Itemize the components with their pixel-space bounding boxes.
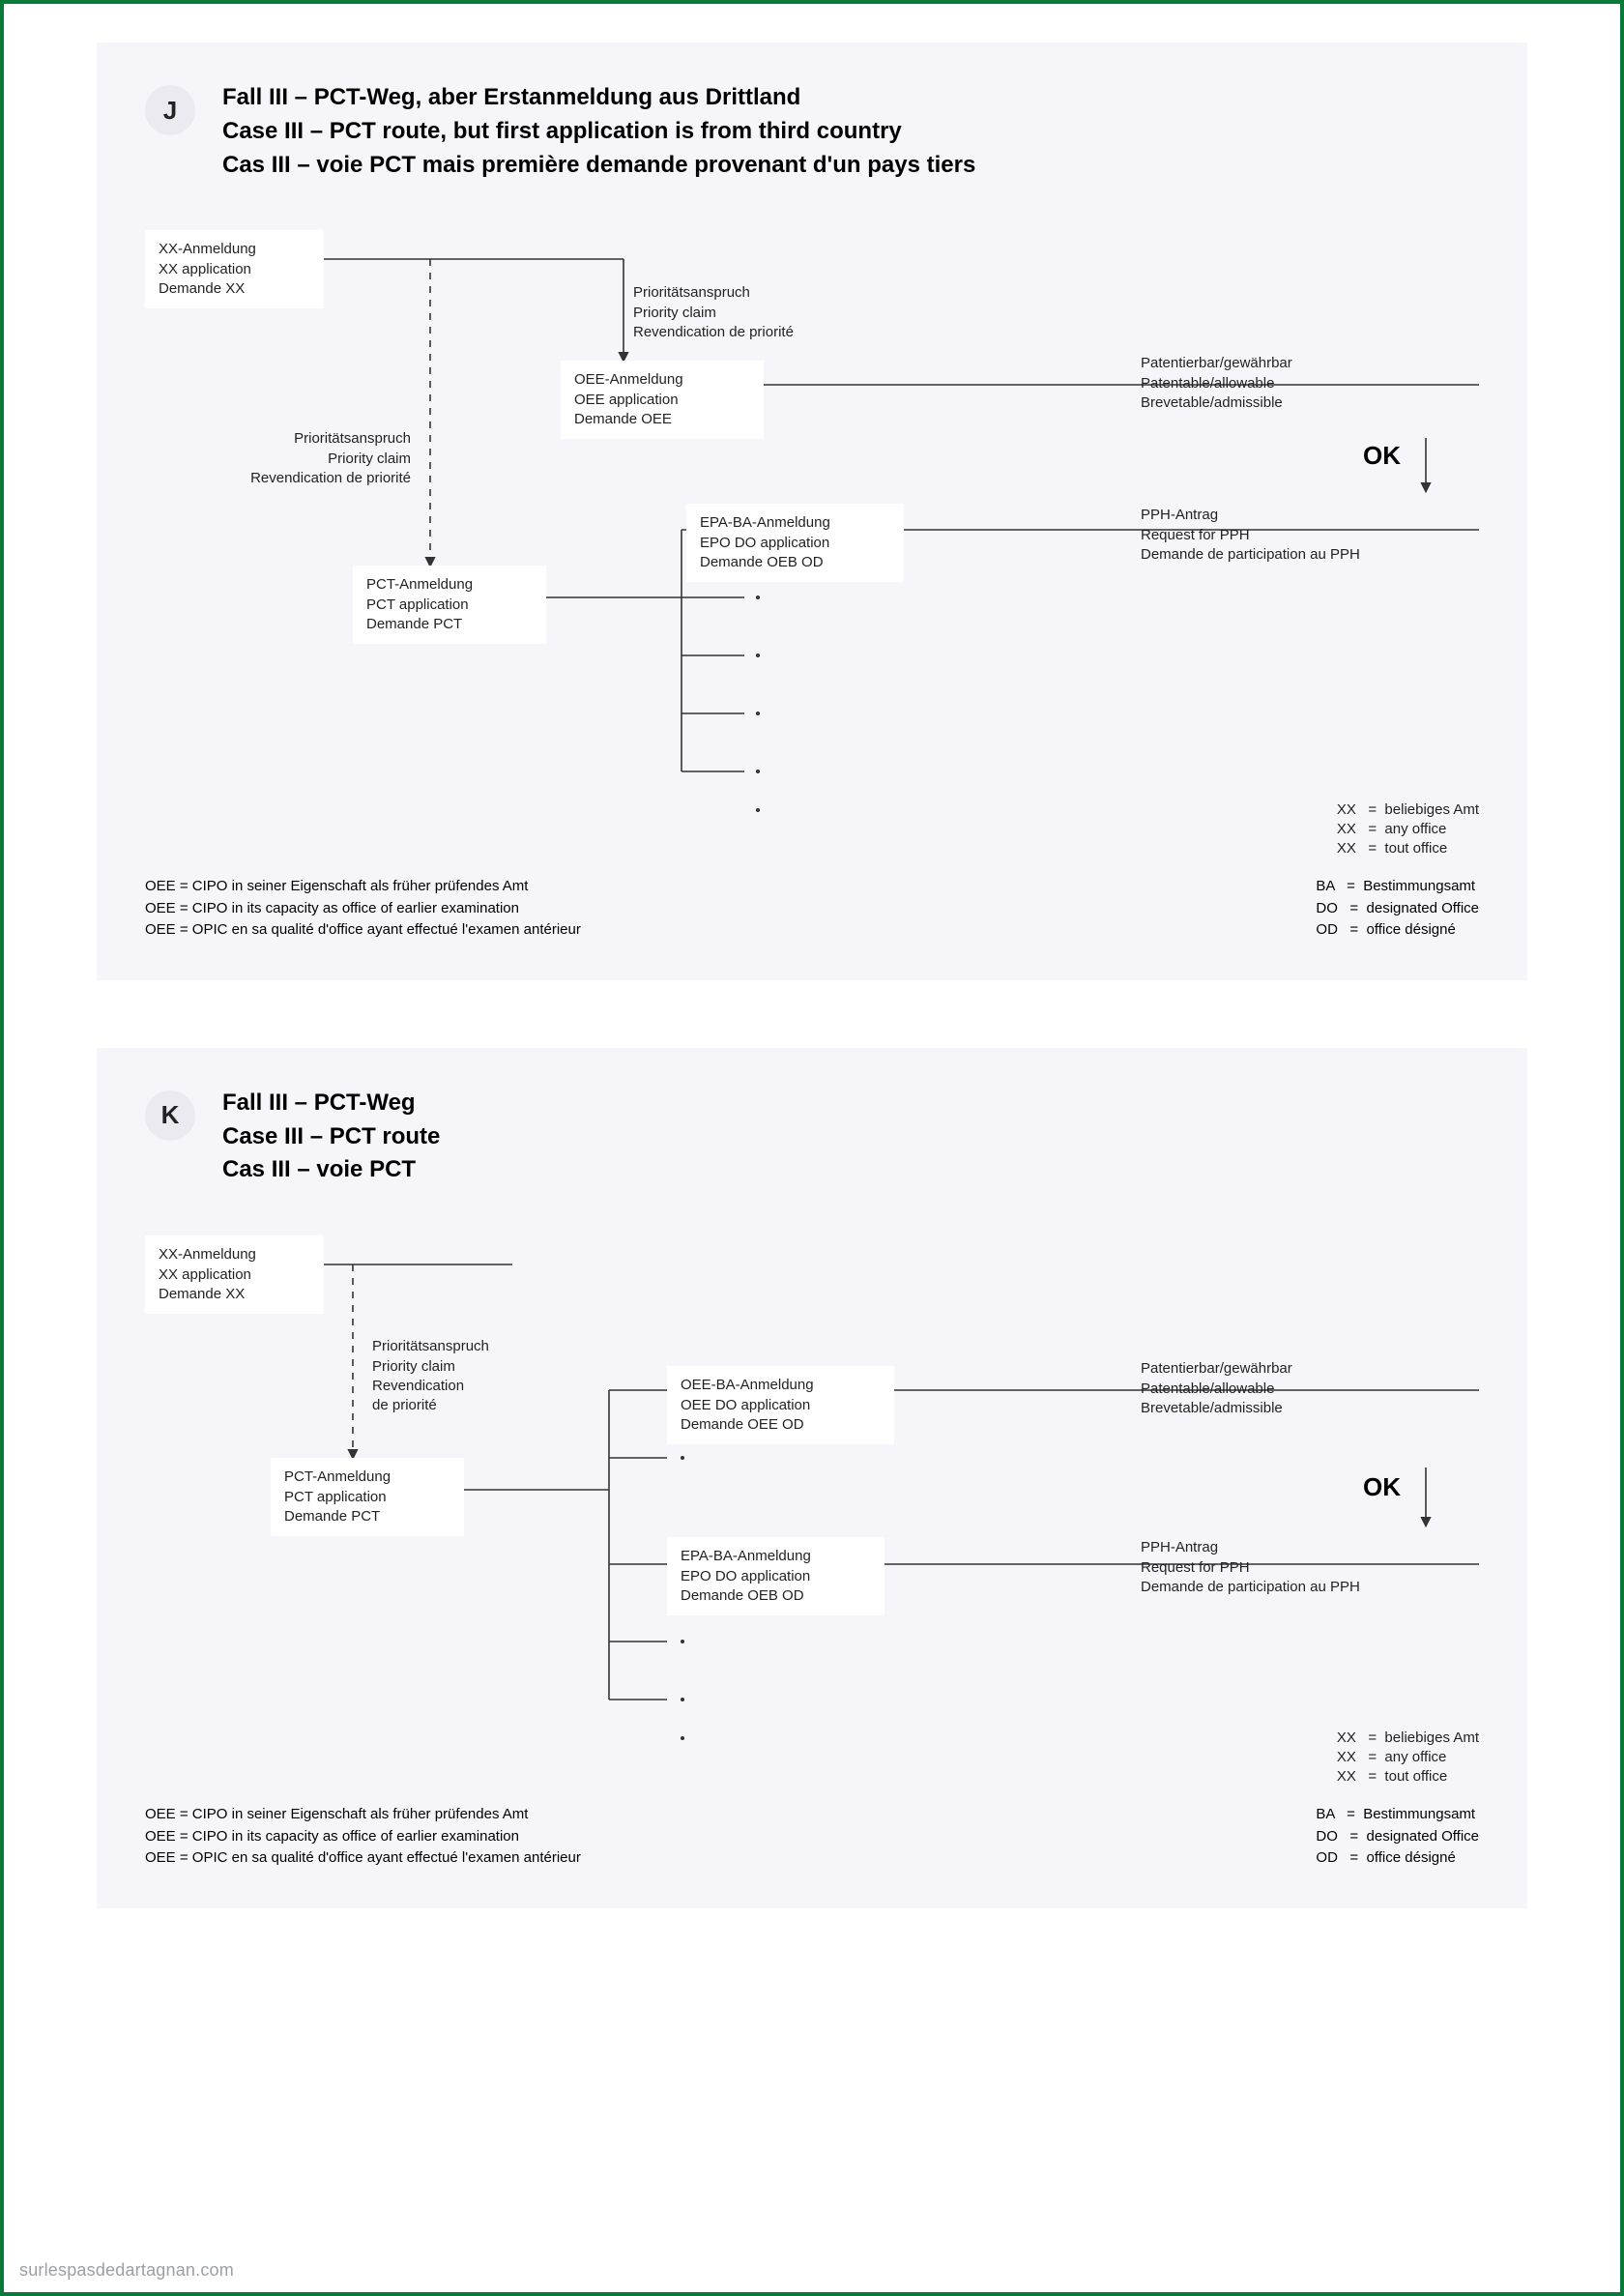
diagram-label: Patentierbar/gewährbarPatentable/allowab…: [1141, 354, 1292, 413]
label-line: Priority claim: [250, 450, 411, 469]
node-line: Demande XX: [159, 279, 310, 299]
node-line: Demande OEB OD: [681, 1586, 871, 1606]
label-line: Priority claim: [633, 304, 794, 323]
panel-header: K Fall III – PCT-Weg Case III – PCT rout…: [145, 1087, 1479, 1187]
label-line: Prioritätsanspruch: [633, 283, 794, 303]
label-line: Request for PPH: [1141, 526, 1360, 545]
title-line: Case III – PCT route, but first applicat…: [222, 115, 975, 149]
diagram-label: Patentierbar/gewährbarPatentable/allowab…: [1141, 1359, 1292, 1418]
diagram-j: XX-AnmeldungXX applicationDemande XX OEE-…: [145, 230, 1479, 868]
legend-left: OEE = CIPO in seiner Eigenschaft als frü…: [145, 1804, 581, 1870]
node-line: OEE DO application: [681, 1396, 881, 1415]
diagram-label: PrioritätsanspruchPriority claimRevendic…: [250, 429, 411, 488]
continuation-dot: [681, 1640, 684, 1643]
continuation-dot: [756, 596, 760, 599]
label-line: Patentable/allowable: [1141, 1380, 1292, 1399]
node-line: OEE application: [574, 391, 750, 410]
glossary-xx: XX = beliebiges Amt XX = any office XX =…: [1337, 800, 1479, 859]
legend-right: BA = Bestimmungsamt DO = designated Offi…: [1316, 876, 1479, 942]
diagram-label: PrioritätsanspruchPriority claimRevendic…: [372, 1337, 489, 1415]
label-line: Demande de participation au PPH: [1141, 1578, 1360, 1597]
continuation-dot: [681, 1456, 684, 1460]
node-line: EPO DO application: [681, 1567, 871, 1586]
continuation-dot: [756, 808, 760, 812]
diagram-node-oee: OEE-AnmeldungOEE applicationDemande OEE: [561, 361, 764, 439]
continuation-dot: [756, 654, 760, 657]
node-line: Demande XX: [159, 1285, 310, 1304]
diagram-label: PrioritätsanspruchPriority claimRevendic…: [633, 283, 794, 342]
node-line: XX application: [159, 260, 310, 279]
ok-label: OK: [1363, 1472, 1401, 1502]
page: J Fall III – PCT-Weg, aber Erstanmeldung…: [0, 0, 1624, 2296]
title-line: Case III – PCT route: [222, 1120, 440, 1154]
diagram-node-epa: EPA-BA-AnmeldungEPO DO applicationDemand…: [686, 504, 904, 582]
diagram-label: PPH-AntragRequest for PPHDemande de part…: [1141, 506, 1360, 565]
diagram-node-pct: PCT-AnmeldungPCT applicationDemande PCT: [353, 566, 546, 644]
node-line: PCT application: [284, 1488, 450, 1507]
panel-title-j: Fall III – PCT-Weg, aber Erstanmeldung a…: [222, 81, 975, 182]
label-line: Priority claim: [372, 1357, 489, 1377]
node-line: Demande PCT: [284, 1507, 450, 1526]
label-line: de priorité: [372, 1396, 489, 1415]
label-line: Brevetable/admissible: [1141, 1399, 1292, 1418]
continuation-dot: [681, 1736, 684, 1740]
label-line: Prioritätsanspruch: [250, 429, 411, 449]
node-line: XX-Anmeldung: [159, 1245, 310, 1264]
label-line: Request for PPH: [1141, 1558, 1360, 1578]
title-line: Fall III – PCT-Weg: [222, 1087, 440, 1120]
label-line: Revendication: [372, 1377, 489, 1396]
node-line: Demande OEE: [574, 410, 750, 429]
node-line: OEE-Anmeldung: [574, 370, 750, 390]
panel-title-k: Fall III – PCT-Weg Case III – PCT route …: [222, 1087, 440, 1187]
label-line: Prioritätsanspruch: [372, 1337, 489, 1356]
ok-label: OK: [1363, 441, 1401, 471]
label-line: PPH-Antrag: [1141, 1538, 1360, 1557]
diagram-node-epa: EPA-BA-AnmeldungEPO DO applicationDemand…: [667, 1537, 884, 1615]
node-line: EPA-BA-Anmeldung: [681, 1547, 871, 1566]
label-line: Demande de participation au PPH: [1141, 545, 1360, 565]
legend-right: BA = Bestimmungsamt DO = designated Offi…: [1316, 1804, 1479, 1870]
label-line: Patentierbar/gewährbar: [1141, 354, 1292, 373]
continuation-dot: [756, 770, 760, 773]
label-line: Revendication de priorité: [250, 469, 411, 488]
diagram-label: PPH-AntragRequest for PPHDemande de part…: [1141, 1538, 1360, 1597]
label-line: PPH-Antrag: [1141, 506, 1360, 525]
title-line: Cas III – voie PCT mais première demande…: [222, 149, 975, 183]
label-line: Patentable/allowable: [1141, 374, 1292, 393]
node-line: EPO DO application: [700, 534, 890, 553]
glossary-xx: XX = beliebiges Amt XX = any office XX =…: [1337, 1729, 1479, 1787]
node-line: Demande OEE OD: [681, 1415, 881, 1435]
continuation-dot: [681, 1698, 684, 1701]
panel-k: K Fall III – PCT-Weg Case III – PCT rout…: [97, 1048, 1527, 1908]
title-line: Fall III – PCT-Weg, aber Erstanmeldung a…: [222, 81, 975, 115]
node-line: Demande OEB OD: [700, 553, 890, 572]
panel-badge-k: K: [145, 1090, 195, 1141]
node-line: EPA-BA-Anmeldung: [700, 513, 890, 533]
node-line: PCT-Anmeldung: [284, 1468, 450, 1487]
panel-j: J Fall III – PCT-Weg, aber Erstanmeldung…: [97, 43, 1527, 980]
watermark: surlespasdedartagnan.com: [19, 2260, 234, 2281]
node-line: Demande PCT: [366, 615, 533, 634]
diagram-k: XX-AnmeldungXX applicationDemande XX PCT-…: [145, 1235, 1479, 1796]
node-line: XX application: [159, 1265, 310, 1285]
diagram-node-xx: XX-AnmeldungXX applicationDemande XX: [145, 1235, 324, 1314]
diagram-node-oee: OEE-BA-AnmeldungOEE DO applicationDemand…: [667, 1366, 894, 1444]
diagram-node-pct: PCT-AnmeldungPCT applicationDemande PCT: [271, 1458, 464, 1536]
label-line: Patentierbar/gewährbar: [1141, 1359, 1292, 1379]
diagram-node-xx: XX-AnmeldungXX applicationDemande XX: [145, 230, 324, 308]
node-line: PCT-Anmeldung: [366, 575, 533, 595]
node-line: OEE-BA-Anmeldung: [681, 1376, 881, 1395]
continuation-dot: [756, 712, 760, 715]
label-line: Revendication de priorité: [633, 323, 794, 342]
title-line: Cas III – voie PCT: [222, 1153, 440, 1187]
panel-header: J Fall III – PCT-Weg, aber Erstanmeldung…: [145, 81, 1479, 182]
label-line: Brevetable/admissible: [1141, 393, 1292, 413]
legend-left: OEE = CIPO in seiner Eigenschaft als frü…: [145, 876, 581, 942]
node-line: PCT application: [366, 596, 533, 615]
panel-badge-j: J: [145, 85, 195, 135]
node-line: XX-Anmeldung: [159, 240, 310, 259]
legend: OEE = CIPO in seiner Eigenschaft als frü…: [145, 876, 1479, 942]
legend: OEE = CIPO in seiner Eigenschaft als frü…: [145, 1804, 1479, 1870]
